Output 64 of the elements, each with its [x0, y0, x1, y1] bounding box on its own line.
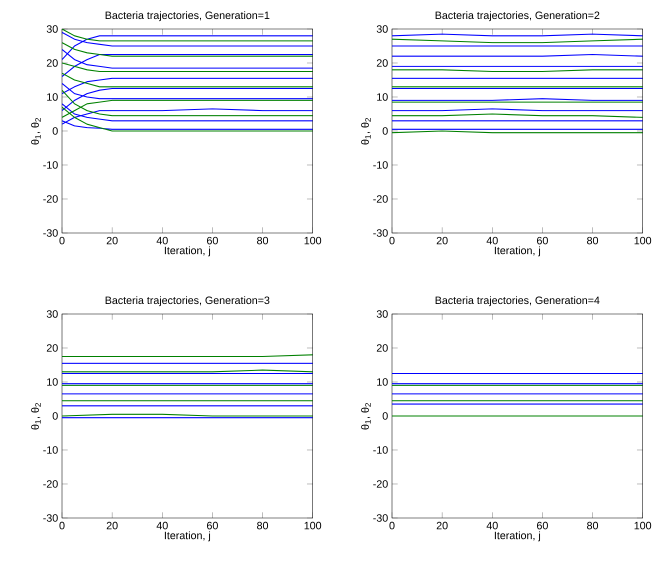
- y-axis-title: θ$_{1}$, θ$_{2}$: [31, 403, 41, 430]
- x-tick-label: 20: [106, 236, 118, 244]
- x-tick-label: 60: [537, 522, 548, 530]
- x-tick-label: 60: [207, 236, 218, 244]
- y-tick-label: -30: [373, 514, 388, 522]
- y-tick-label: -10: [373, 161, 388, 169]
- x-tick-label: 40: [486, 522, 498, 530]
- y-tick-label: -10: [43, 161, 58, 169]
- chart-title: Bacteria trajectories, Generation=2: [436, 11, 600, 22]
- y-tick-label: 10: [47, 378, 58, 386]
- x-tick-label: 60: [207, 522, 218, 530]
- x-axis-title: Iteration, j: [494, 531, 540, 542]
- y-tick-label: 10: [377, 93, 388, 101]
- y-tick-label: 10: [377, 378, 388, 386]
- x-tick-label: 100: [304, 522, 322, 530]
- x-axis-title: Iteration, j: [494, 246, 540, 256]
- y-tick-label: 20: [376, 59, 388, 67]
- chart-title: Bacteria trajectories, Generation=4: [436, 296, 600, 306]
- y-tick-label: -20: [373, 480, 388, 488]
- x-tick-label: 20: [436, 236, 448, 244]
- x-tick-label: 0: [389, 522, 395, 530]
- y-tick-label: -10: [373, 446, 388, 454]
- y-tick-label: 20: [46, 59, 58, 67]
- y-axis-title: θ$_{1}$, θ$_{2}$: [361, 403, 371, 430]
- x-axis-title: Iteration, j: [164, 246, 210, 256]
- x-tick-label: 80: [587, 236, 598, 244]
- y-tick-label: 30: [376, 310, 388, 318]
- y-axis-title: θ$_{1}$, θ$_{2}$: [361, 118, 371, 144]
- y-tick-label: 0: [382, 412, 388, 420]
- y-tick-label: 30: [46, 310, 58, 318]
- x-tick-label: 20: [436, 522, 448, 530]
- x-tick-label: 80: [587, 522, 598, 530]
- chart-title: Bacteria trajectories, Generation=1: [106, 11, 270, 22]
- y-tick-label: -20: [373, 195, 388, 203]
- y-tick-label: 30: [376, 25, 388, 33]
- y-tick-label: -30: [43, 229, 58, 237]
- y-tick-label: 10: [47, 93, 58, 101]
- y-tick-label: -30: [373, 229, 388, 237]
- x-tick-label: 0: [389, 236, 395, 244]
- x-axis-title: Iteration, j: [164, 531, 210, 542]
- chart-title: Bacteria trajectories, Generation=3: [106, 296, 270, 306]
- x-tick-label: 0: [59, 236, 65, 244]
- x-tick-label: 100: [634, 522, 652, 530]
- x-tick-label: 100: [304, 236, 322, 244]
- x-tick-label: 80: [257, 522, 268, 530]
- x-tick-label: 40: [156, 522, 168, 530]
- x-tick-label: 40: [156, 236, 168, 244]
- y-tick-label: 0: [52, 412, 58, 420]
- y-tick-label: -20: [43, 195, 58, 203]
- y-tick-label: -10: [43, 446, 58, 454]
- x-tick-label: 40: [486, 236, 498, 244]
- y-tick-label: 0: [382, 127, 388, 135]
- y-axis-title: θ$_{1}$, θ$_{2}$: [31, 118, 41, 144]
- y-tick-label: 20: [46, 344, 58, 352]
- y-tick-label: 20: [376, 344, 388, 352]
- x-tick-label: 0: [59, 522, 65, 530]
- x-tick-label: 80: [257, 236, 268, 244]
- y-tick-label: 0: [52, 127, 58, 135]
- y-tick-label: -30: [43, 514, 58, 522]
- y-tick-label: -20: [43, 480, 58, 488]
- x-tick-label: 60: [537, 236, 548, 244]
- y-tick-label: 30: [46, 25, 58, 33]
- x-tick-label: 20: [106, 522, 118, 530]
- x-tick-label: 100: [634, 236, 652, 244]
